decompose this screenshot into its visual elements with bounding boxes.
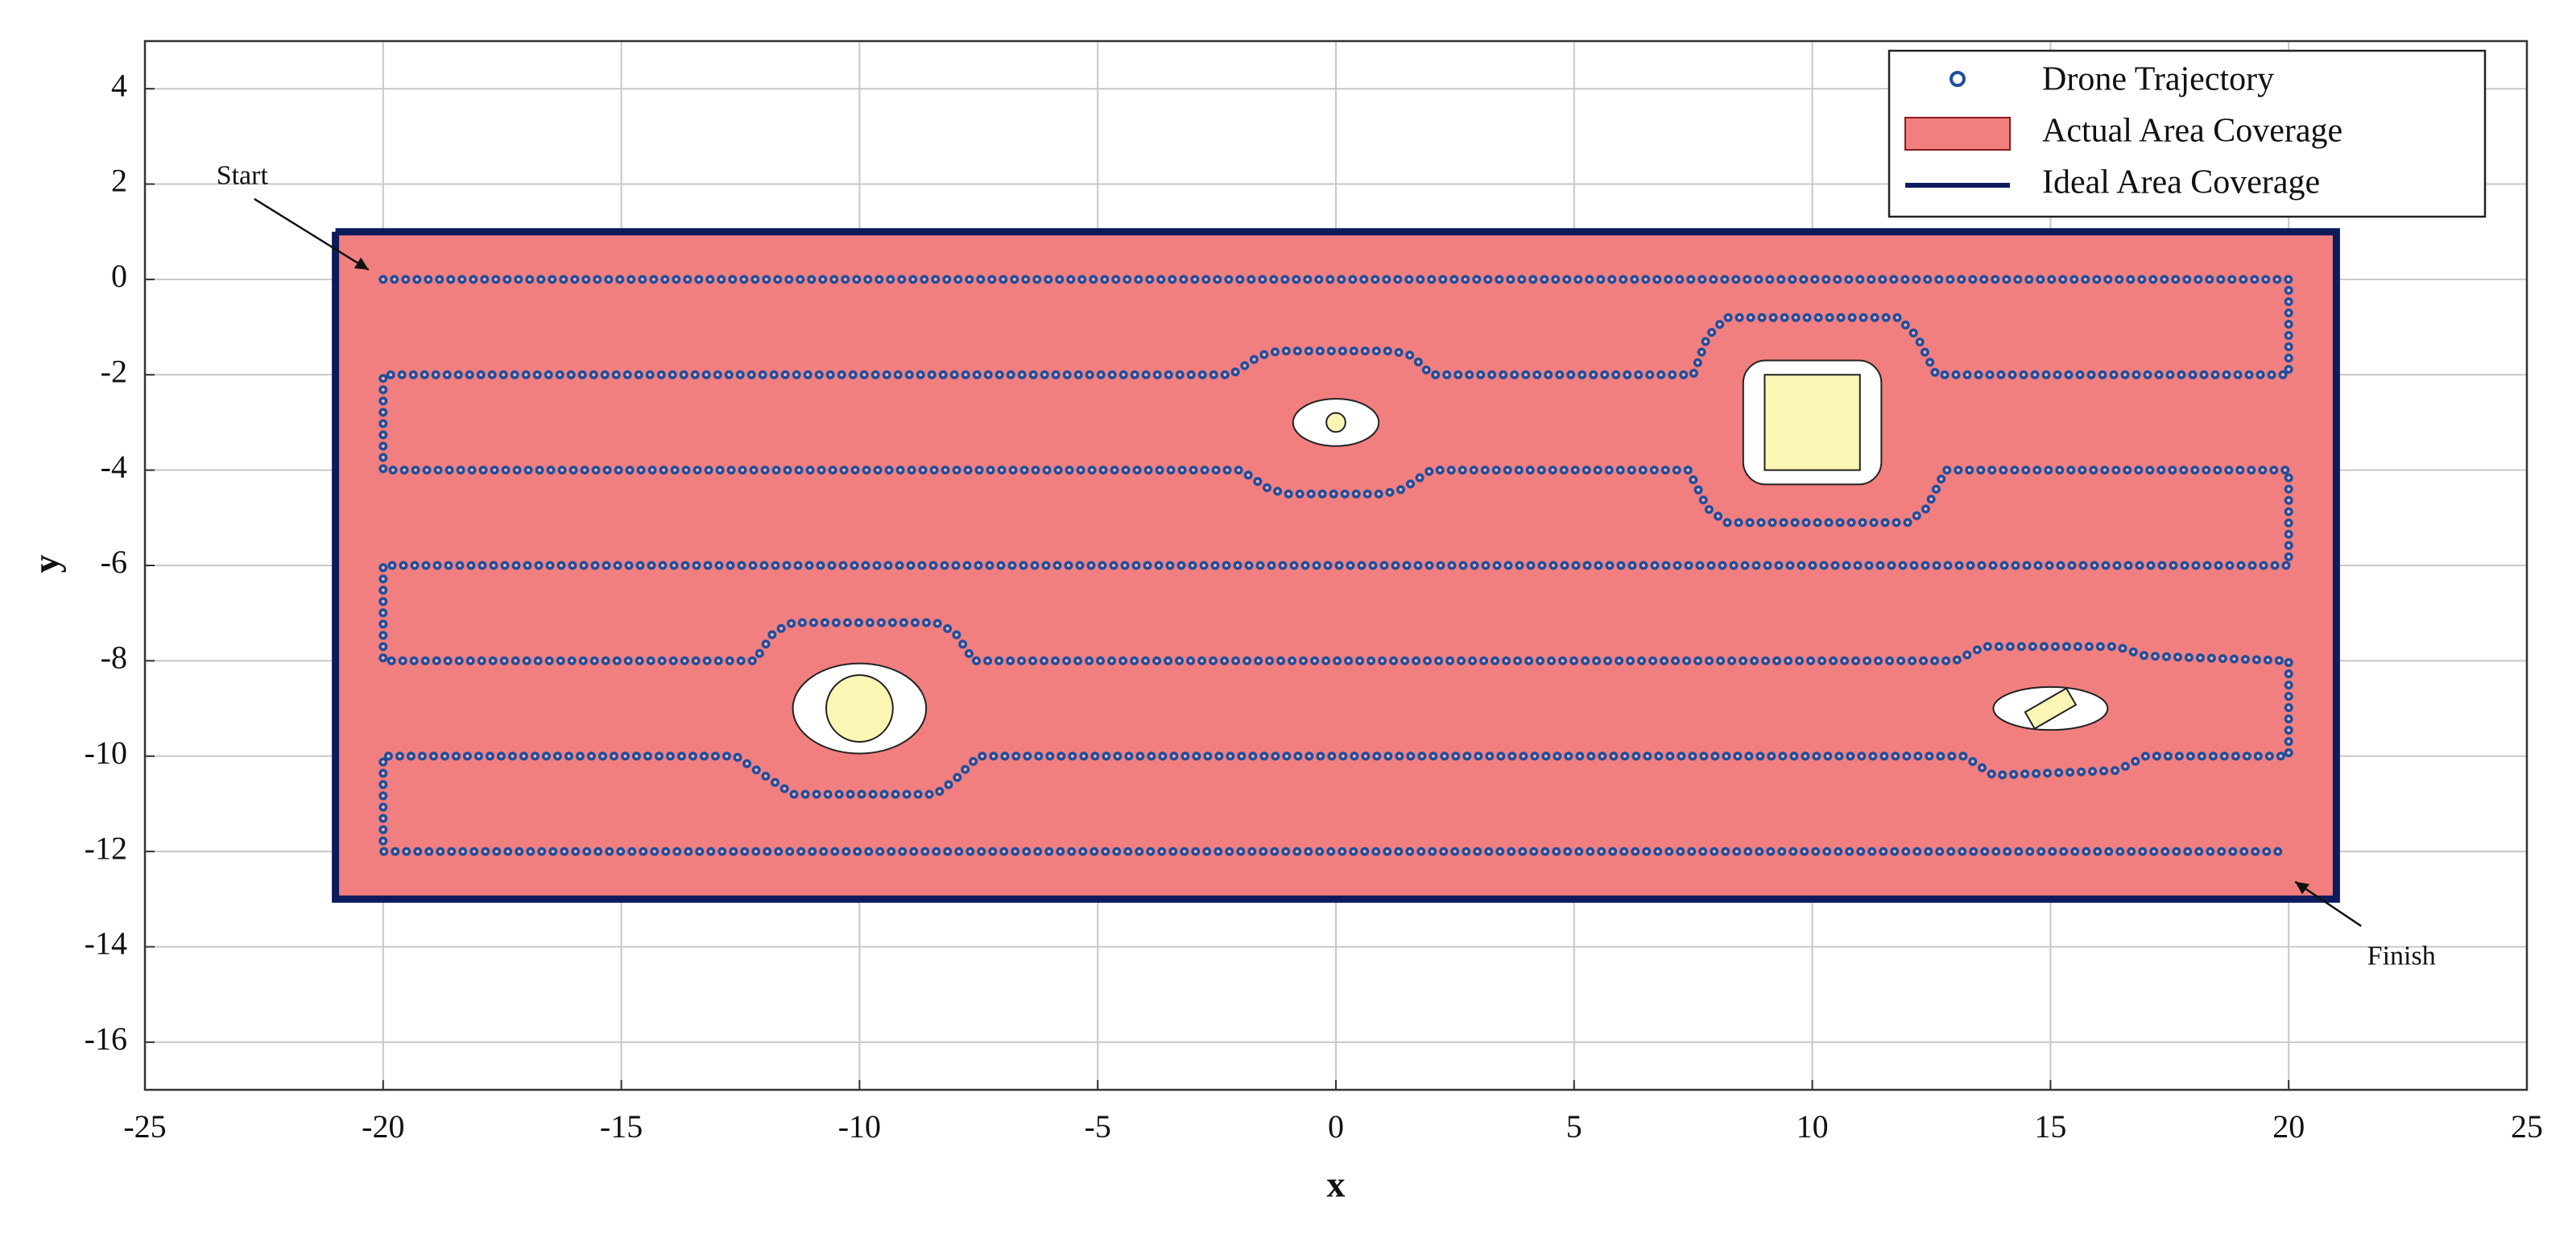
x-tick-label: -5 (1085, 1108, 1111, 1145)
legend-marker (1950, 71, 1966, 87)
legend-label: Actual Area Coverage (2042, 113, 2342, 150)
y-tick-label: 4 (111, 67, 127, 103)
x-tick-label: 10 (1797, 1108, 1829, 1145)
legend-label: Drone Trajectory (2042, 61, 2274, 98)
y-tick-label: -10 (85, 735, 127, 771)
y-tick-label: -14 (85, 926, 127, 962)
x-tick-label: -10 (838, 1108, 881, 1145)
y-tick-label: -16 (85, 1021, 127, 1057)
x-tick-label: 0 (1328, 1108, 1344, 1145)
axes: -25 -20 -15 -10 -5 0 5 10 15 20 25-16-14-12-10-8-6… (85, 39, 2543, 1145)
ideal-coverage-line (332, 228, 2340, 903)
legend-marker (1904, 117, 2011, 151)
y-tick-label: -2 (101, 353, 127, 389)
x-tick-label: -20 (362, 1108, 404, 1145)
annotation-arrowhead (354, 257, 369, 270)
y-tick-label: -8 (101, 640, 127, 676)
obstacle (1764, 374, 1861, 471)
y-tick-label: 0 (111, 258, 127, 294)
y-tick-label: -4 (101, 449, 127, 485)
annotation-arrow (2294, 880, 2362, 927)
y-tick-label: -6 (101, 544, 127, 580)
x-tick-label: 25 (2511, 1108, 2543, 1145)
legend-label: Ideal Area Coverage (2042, 164, 2320, 201)
legend: Drone Trajectory Actual Area Coverage Idea… (1888, 49, 2487, 218)
x-tick-label: -15 (600, 1108, 643, 1145)
axes-box (143, 39, 2528, 1091)
trajectory-marker-centers (381, 277, 2291, 854)
x-tick-label: 15 (2034, 1108, 2066, 1145)
x-tick-label: -25 (123, 1108, 166, 1145)
annotation-arrow (254, 197, 370, 271)
y-tick-label: -12 (85, 830, 127, 866)
x-tick-label: 5 (1566, 1108, 1582, 1145)
obstacle (1325, 412, 1346, 433)
y-tick-label: 2 (111, 163, 127, 199)
y-axis-label: y (26, 555, 67, 574)
annotation: Start (217, 161, 269, 191)
obstacle (825, 674, 894, 743)
obstacle (2024, 687, 2078, 730)
plot-area: Start Finish (217, 161, 2436, 971)
x-tick-label: 20 (2272, 1108, 2305, 1145)
annotation-arrowhead (2295, 881, 2309, 895)
x-axis-label: x (1327, 1164, 1346, 1205)
annotation: Finish (2367, 941, 2436, 971)
